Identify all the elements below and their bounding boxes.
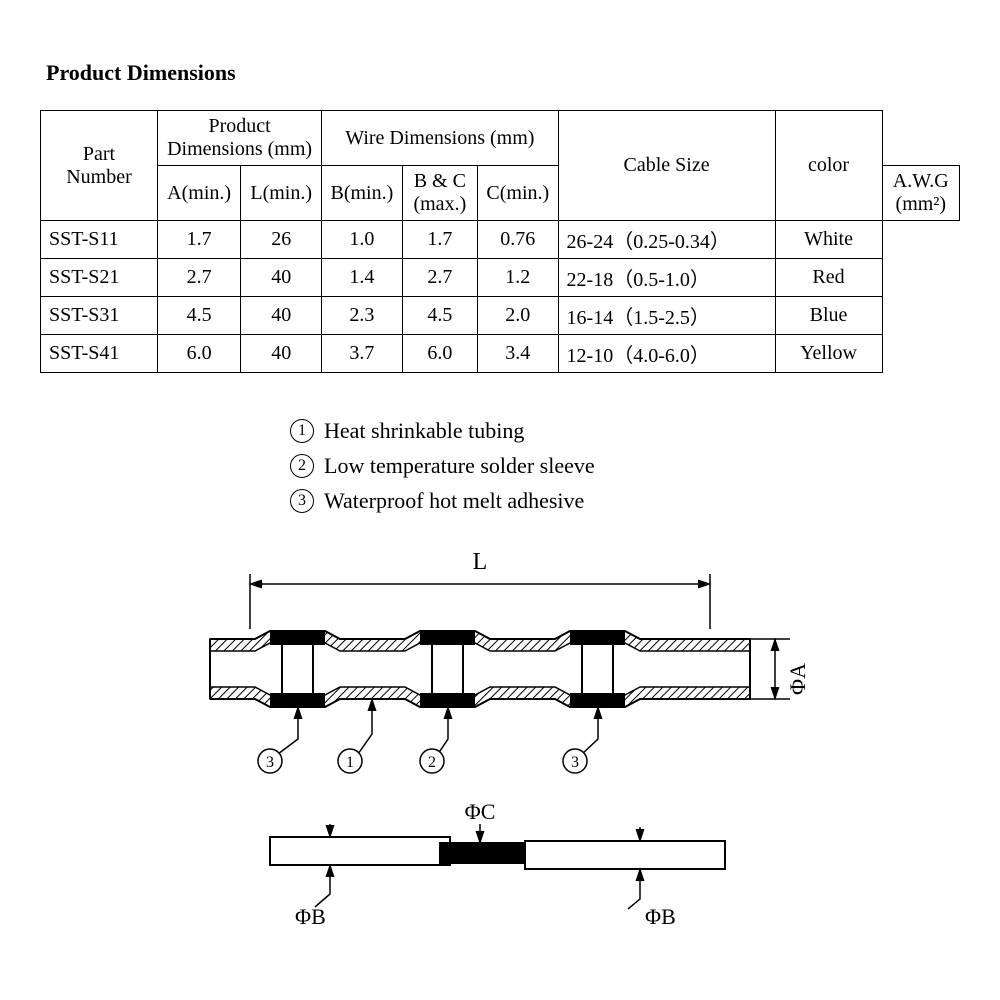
legend-item: 2 Low temperature solder sleeve [290,448,960,483]
col-c: C(min.) [478,166,558,221]
col-cable: Cable Size [558,111,775,221]
svg-text:1: 1 [346,754,354,771]
callout-3-left: 3 [258,707,298,773]
legend-item: 3 Waterproof hot melt adhesive [290,483,960,518]
col-part: Part Number [41,111,158,221]
dim-phiA: ΦA [785,662,810,694]
page-title: Product Dimensions [46,60,960,86]
circle-number-icon: 3 [290,489,314,513]
table-row: SST-S11 1.7 26 1.0 1.7 0.76 26-24（0.25-0… [41,221,960,259]
table-header-row-1: Part Number Product Dimensions (mm) Wire… [41,111,960,166]
callout-2: 2 [420,707,448,773]
col-color: color [775,111,882,221]
legend-text: Heat shrinkable tubing [324,413,524,448]
callout-3-right: 3 [563,707,598,773]
table-row: SST-S21 2.7 40 1.4 2.7 1.2 22-18（0.5-1.0… [41,259,960,297]
dim-phiB-left: ΦB [295,904,326,929]
callout-1: 1 [338,699,372,773]
table-row: SST-S31 4.5 40 2.3 4.5 2.0 16-14（1.5-2.5… [41,297,960,335]
legend-item: 1 Heat shrinkable tubing [290,413,960,448]
dimensions-table: Part Number Product Dimensions (mm) Wire… [40,110,960,373]
col-awg: A.W.G (mm²) [882,166,959,221]
product-diagram: L [150,529,850,929]
svg-text:3: 3 [266,754,274,771]
circle-number-icon: 2 [290,454,314,478]
col-wire: Wire Dimensions (mm) [322,111,558,166]
table-row: SST-S41 6.0 40 3.7 6.0 3.4 12-10（4.0-6.0… [41,335,960,373]
col-prod: Product Dimensions (mm) [158,111,322,166]
svg-text:2: 2 [428,754,436,771]
col-l: L(min.) [241,166,322,221]
legend-text: Low temperature solder sleeve [324,448,595,483]
legend-text: Waterproof hot melt adhesive [324,483,584,518]
dim-phiC: ΦC [465,799,496,824]
svg-text:3: 3 [571,754,579,771]
legend: 1 Heat shrinkable tubing 2 Low temperatu… [290,413,960,519]
tube-cross-section [210,631,750,707]
col-b: B(min.) [322,166,402,221]
circle-number-icon: 1 [290,419,314,443]
dim-L: L [473,549,488,575]
col-bc: B & C (max.) [402,166,477,221]
col-a: A(min.) [158,166,241,221]
dim-phiB-right: ΦB [645,904,676,929]
wire-diagram: ΦC ΦB ΦB [270,799,725,929]
